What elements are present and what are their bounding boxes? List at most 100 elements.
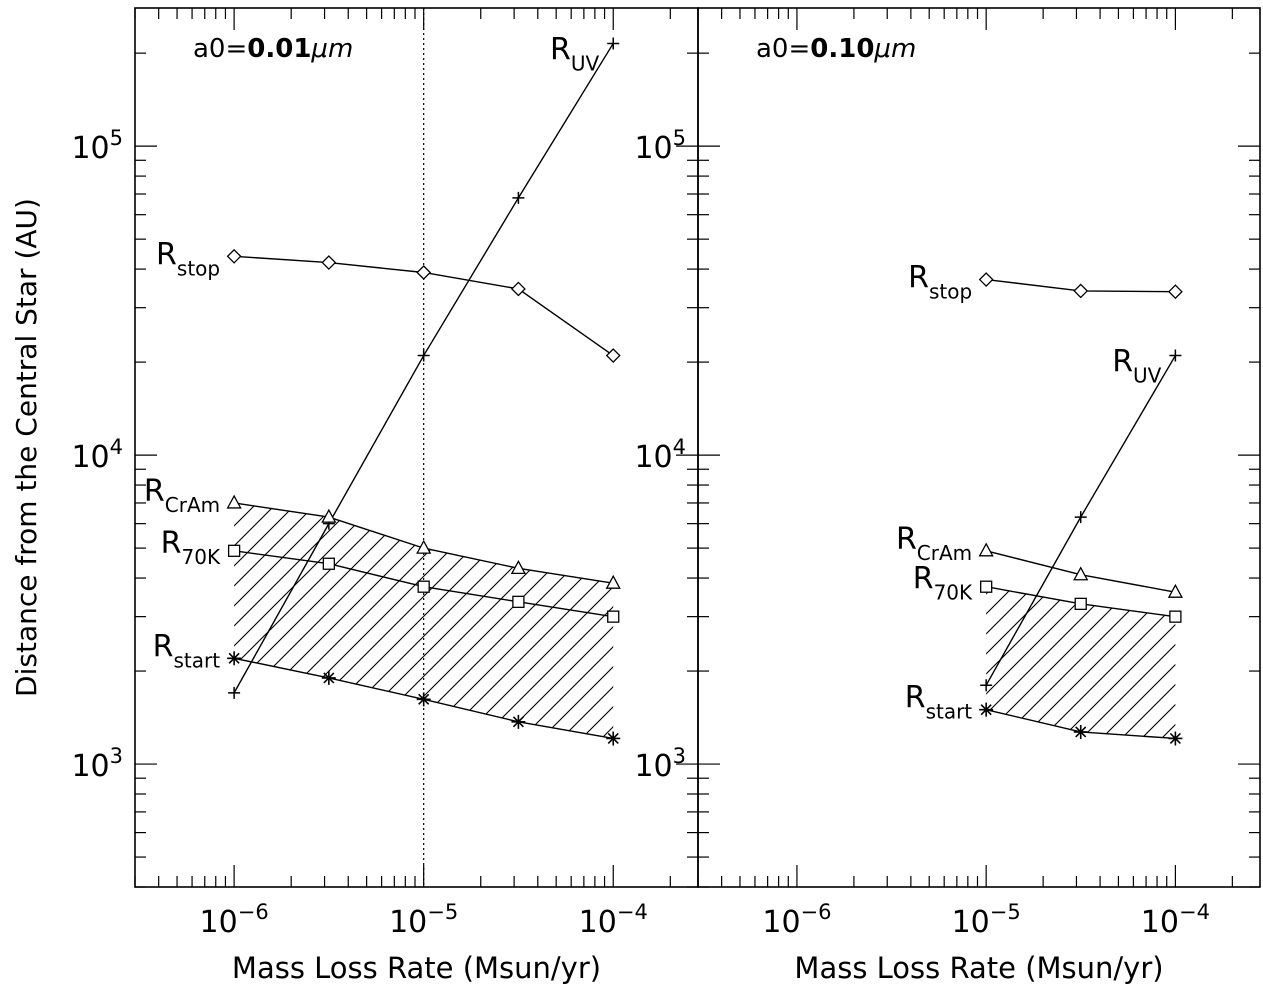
plot-frame	[697, 7, 1261, 888]
series-label-R_start: Rstart	[905, 681, 973, 724]
x-tick-base: 10	[952, 905, 990, 940]
series-label-subscript: UV	[571, 51, 600, 75]
data-point-R_UV	[607, 37, 620, 50]
x-tick-exponent: −6	[801, 900, 832, 924]
y-tick-label: 103	[634, 744, 686, 784]
annotation-value: 0.10	[810, 34, 874, 64]
data-point-R_70K	[607, 610, 620, 623]
x-tick-label: 10−5	[952, 900, 1021, 940]
x-tick-label: 10−6	[762, 900, 831, 940]
data-point-R_70K	[980, 580, 993, 593]
series-label-R_stop: Rstop	[908, 261, 972, 304]
data-point-R_CrAm	[416, 539, 432, 554]
data-point-R_UV	[1169, 349, 1182, 362]
x-tick-label: 10−6	[200, 900, 269, 940]
series-label-R: R	[153, 629, 174, 664]
grain-size-annotation: a0=0.01μm	[193, 34, 353, 64]
series-label-R: R	[156, 237, 177, 272]
y-tick-label: 104	[634, 435, 686, 475]
series-label-R: R	[161, 526, 182, 561]
annotation-prefix: a0=	[756, 34, 810, 64]
data-point-R_CrAm	[978, 542, 994, 557]
data-point-R_CrAm	[510, 559, 526, 574]
series-label-subscript: stop	[929, 280, 972, 304]
annotation-prefix: a0=	[193, 34, 247, 64]
data-point-R_start	[1168, 731, 1183, 746]
series-label-R_stop: Rstop	[156, 237, 220, 280]
x-tick-base: 10	[389, 905, 427, 940]
series-label-subscript: start	[174, 648, 221, 672]
series-label-subscript: UV	[1133, 364, 1162, 388]
data-point-R_70K	[512, 595, 525, 608]
y-tick-base: 10	[634, 749, 672, 784]
data-point-R_start	[416, 692, 431, 707]
y-tick-label: 103	[71, 744, 123, 784]
data-point-R_stop	[605, 348, 621, 363]
data-point-R_UV	[417, 349, 430, 362]
data-point-R_stop	[978, 272, 994, 287]
annotation-value: 0.01	[247, 34, 311, 64]
data-point-R_stop	[416, 265, 432, 280]
series-label-R_UV: RUV	[550, 32, 599, 75]
x-tick-exponent: −5	[990, 900, 1021, 924]
x-tick-base: 10	[762, 905, 800, 940]
x-tick-exponent: −4	[617, 900, 648, 924]
x-tick-label: 10−4	[1141, 900, 1210, 940]
series-label-subscript: 70K	[182, 545, 221, 569]
grain-size-annotation: a0=0.10μm	[756, 34, 916, 64]
series-label-subscript: CrAm	[165, 493, 220, 517]
data-point-R_stop	[321, 255, 337, 270]
data-point-R_70K	[417, 580, 430, 593]
y-tick-base: 10	[634, 131, 672, 166]
y-tick-label: 105	[71, 126, 123, 166]
data-point-R_CrAm	[226, 494, 242, 509]
data-point-R_UV	[512, 191, 525, 204]
x-tick-base: 10	[200, 905, 238, 940]
data-point-R_stop	[1167, 284, 1183, 300]
data-point-R_CrAm	[605, 574, 621, 589]
data-point-R_start	[511, 714, 526, 729]
series-label-subscript: start	[926, 700, 973, 724]
series-label-R: R	[908, 261, 929, 296]
data-point-R_CrAm	[1073, 566, 1089, 581]
data-point-R_70K	[1169, 610, 1182, 623]
data-point-R_start	[321, 670, 336, 685]
x-tick-base: 10	[1141, 905, 1179, 940]
annotation-unit: μm	[873, 34, 916, 64]
y-tick-exponent: 4	[110, 435, 123, 459]
y-tick-exponent: 4	[673, 435, 686, 459]
data-point-R_UV	[228, 686, 241, 699]
series-label-R: R	[896, 522, 917, 557]
hatched-region	[986, 586, 1176, 739]
y-tick-base: 10	[71, 440, 109, 475]
series-label-R: R	[913, 562, 934, 597]
x-axis-label: Mass Loss Rate (Msun/yr)	[794, 951, 1163, 985]
data-point-R_start	[606, 731, 621, 746]
series-label-R_70K: R70K	[913, 562, 973, 605]
series-label-subscript: stop	[177, 256, 220, 280]
series-label-R_70K: R70K	[161, 526, 221, 569]
data-point-R_UV	[980, 679, 993, 692]
y-axis-label: Distance from the Central Star (AU)	[10, 198, 43, 697]
x-tick-label: 10−4	[579, 900, 648, 940]
series-label-R_CrAm: RCrAm	[896, 522, 972, 565]
data-point-R_start	[1073, 724, 1088, 739]
data-point-R_UV	[1074, 511, 1087, 524]
series-label-R_CrAm: RCrAm	[144, 474, 220, 517]
series-label-R: R	[144, 474, 165, 509]
x-tick-base: 10	[579, 905, 617, 940]
y-tick-exponent: 5	[110, 126, 123, 150]
data-point-R_start	[227, 651, 242, 666]
data-point-R_70K	[227, 544, 241, 557]
y-tick-label: 105	[634, 126, 686, 166]
data-point-R_70K	[322, 557, 335, 570]
series-label-subscript: CrAm	[917, 541, 972, 565]
y-tick-base: 10	[634, 440, 672, 475]
series-label-R: R	[905, 681, 926, 716]
data-point-R_stop	[1073, 283, 1089, 299]
series-label-subscript: 70K	[934, 581, 973, 605]
x-tick-exponent: −6	[238, 900, 269, 924]
series-label-R: R	[550, 32, 571, 67]
